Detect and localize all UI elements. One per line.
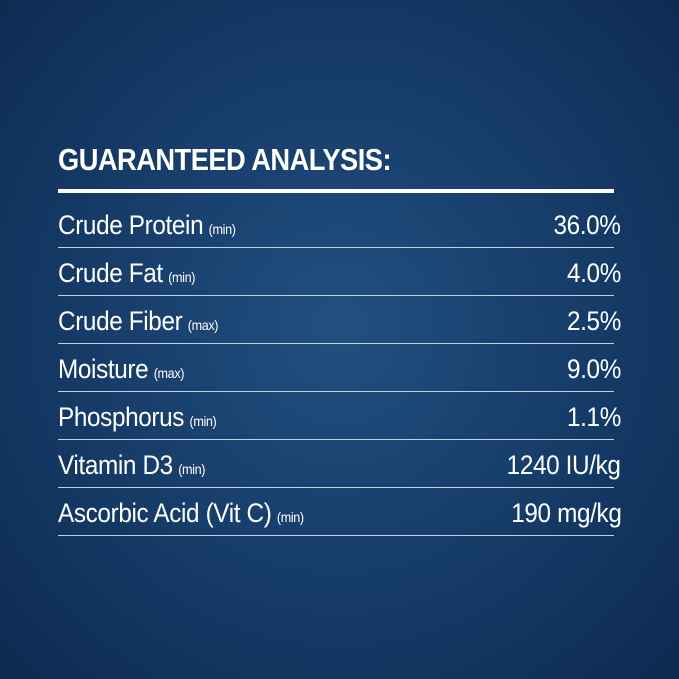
qualifier: (max) xyxy=(187,317,219,333)
qualifier: (min) xyxy=(189,413,217,429)
nutrient-label: Ascorbic Acid (Vit C) (min) xyxy=(58,498,304,529)
nutrient-name: Phosphorus xyxy=(58,402,185,432)
nutrient-name: Crude Fiber xyxy=(58,306,183,336)
qualifier: (min) xyxy=(168,269,196,285)
row-rule xyxy=(58,487,614,488)
table-row: Vitamin D3 (min) 1240 IU/kg xyxy=(58,440,621,488)
title-rule xyxy=(58,189,614,193)
row-rule xyxy=(58,343,614,344)
table-row: Moisture (max) 9.0% xyxy=(58,344,621,392)
table-row: Crude Fat (min) 4.0% xyxy=(58,248,621,296)
table-row: Phosphorus (min) 1.1% xyxy=(58,392,621,440)
nutrient-name: Crude Protein xyxy=(58,210,204,240)
row-rule xyxy=(58,295,614,296)
qualifier: (min) xyxy=(208,221,236,237)
nutrient-value: 190 mg/kg xyxy=(510,498,622,528)
nutrient-label: Moisture (max) xyxy=(58,354,184,385)
table-row: Crude Protein (min) 36.0% xyxy=(58,200,621,248)
nutrient-label: Vitamin D3 (min) xyxy=(58,450,205,481)
nutrient-value: 1.1% xyxy=(567,402,621,432)
table-row: Ascorbic Acid (Vit C) (min) 190 mg/kg xyxy=(58,488,621,536)
qualifier: (min) xyxy=(178,461,206,477)
nutrient-name: Vitamin D3 xyxy=(58,450,173,480)
nutrient-value: 1240 IU/kg xyxy=(507,450,621,480)
row-rule xyxy=(58,535,614,536)
nutrient-value: 4.0% xyxy=(567,258,621,288)
qualifier: (min) xyxy=(276,509,304,525)
nutrient-name: Crude Fat xyxy=(58,258,163,288)
nutrient-name: Ascorbic Acid (Vit C) xyxy=(58,498,272,528)
title: GUARANTEED ANALYSIS: xyxy=(58,142,392,177)
nutrient-label: Crude Fat (min) xyxy=(58,258,195,289)
nutrient-value: 36.0% xyxy=(553,210,621,240)
nutrient-value: 2.5% xyxy=(567,306,621,336)
nutrient-value: 9.0% xyxy=(567,354,621,384)
nutrient-name: Moisture xyxy=(58,354,149,384)
table-row: Crude Fiber (max) 2.5% xyxy=(58,296,621,344)
nutrient-label: Crude Fiber (max) xyxy=(58,306,219,337)
qualifier: (max) xyxy=(153,365,185,381)
row-rule xyxy=(58,247,614,248)
nutrient-label: Phosphorus (min) xyxy=(58,402,217,433)
nutrient-label: Crude Protein (min) xyxy=(58,210,236,241)
row-rule xyxy=(58,439,614,440)
row-rule xyxy=(58,391,614,392)
